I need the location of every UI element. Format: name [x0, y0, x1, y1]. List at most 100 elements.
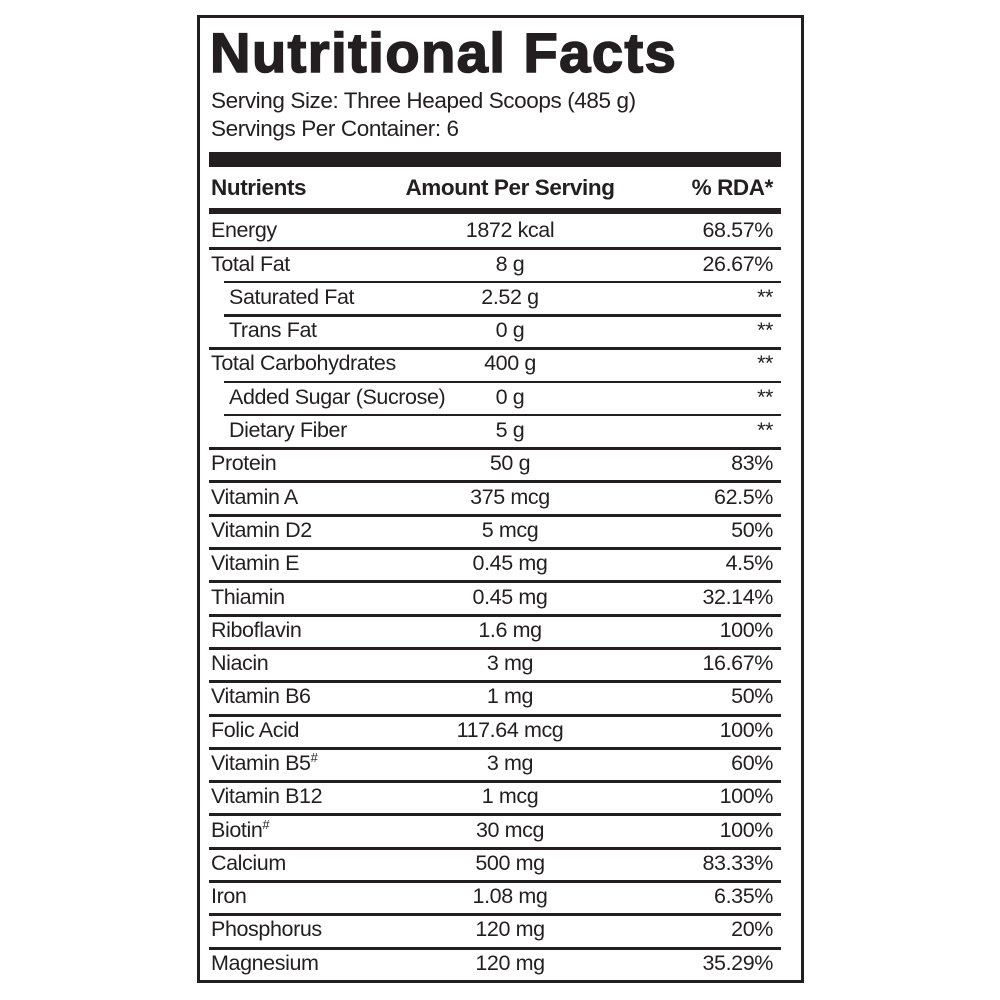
thick-divider-bar	[209, 152, 781, 168]
nutrient-rda: 100%	[719, 817, 774, 842]
nutrient-rda: **	[757, 351, 773, 376]
table-row: Folic Acid 117.64 mcg 100%	[209, 713, 781, 747]
nutrient-name: Vitamin B5#	[211, 749, 318, 775]
nutrient-amount: 3 mg	[486, 751, 534, 775]
table-row: Vitamin A 375 mcg 62.5%	[209, 480, 781, 513]
table-row: Vitamin E 0.45 mg 4.5%	[209, 547, 781, 580]
nutrient-amount: 120 mg	[475, 950, 545, 975]
nutrient-name: Vitamin E	[211, 551, 300, 576]
nutrient-rda: 68.57%	[702, 218, 773, 243]
nutrient-rda: 60%	[731, 751, 773, 775]
footnote-marker: #	[310, 749, 318, 765]
table-row: Vitamin D2 5 mcg 50%	[209, 513, 781, 547]
nutrient-rda: **	[757, 318, 773, 343]
table-row: Protein 50 g 83%	[209, 447, 781, 480]
nutrient-name: Added Sugar (Sucrose)	[229, 384, 446, 409]
table-row: Phosphorus 120 mg 20%	[209, 913, 781, 946]
nutrient-amount: 5 g	[495, 418, 525, 443]
nutrient-name: Vitamin D2	[211, 517, 312, 542]
nutrient-amount: 8 g	[495, 251, 525, 276]
nutrient-name: Trans Fat	[229, 318, 317, 343]
nutrient-amount: 0.45 mg	[472, 551, 548, 576]
row-divider	[224, 280, 781, 284]
nutrient-table: Energy 1872 kcal 68.57% Total Fat 8 g 26…	[209, 214, 781, 980]
nutrient-name: Folic Acid	[211, 717, 300, 742]
nutrient-rda: 50%	[731, 684, 773, 709]
nutrient-amount: 1 mg	[486, 684, 534, 709]
nutrient-amount: 500 mg	[475, 850, 545, 875]
table-row: Vitamin B6 1 mg 50%	[209, 680, 781, 713]
nutrient-name: Riboflavin	[211, 617, 302, 642]
table-row: Added Sugar (Sucrose) 0 g **	[209, 380, 781, 414]
nutrient-name: Biotin#	[211, 816, 270, 842]
nutrient-amount: 5 mcg	[481, 517, 539, 542]
serving-size-line: Serving Size: Three Heaped Scoops (485 g…	[211, 88, 636, 114]
row-divider	[209, 680, 781, 684]
nutrient-name: Saturated Fat	[229, 284, 355, 309]
nutrient-name: Total Fat	[211, 251, 290, 276]
servings-per-container-line: Servings Per Container: 6	[211, 115, 459, 141]
nutrition-facts-label: Nutritional Facts Serving Size: Three He…	[197, 15, 804, 983]
nutrient-name: Thiamin	[211, 584, 285, 609]
table-row: Biotin# 30 mcg 100%	[209, 813, 781, 846]
table-row: Thiamin 0.45 mg 32.14%	[209, 580, 781, 613]
nutrient-name: Total Carbohydrates	[211, 351, 396, 376]
nutrient-name: Vitamin B6	[211, 684, 311, 709]
table-row: Energy 1872 kcal 68.57%	[209, 214, 781, 247]
table-row: Vitamin B5# 3 mg 60%	[209, 746, 781, 780]
nutrient-name: Phosphorus	[211, 917, 322, 942]
row-divider	[224, 314, 781, 317]
nutrient-amount: 400 g	[484, 351, 536, 376]
nutrient-amount: 117.64 mcg	[456, 717, 564, 742]
nutrient-rda: 50%	[731, 517, 773, 542]
nutrient-rda: 4.5%	[725, 551, 774, 576]
table-row: Trans Fat 0 g **	[209, 314, 781, 347]
row-divider	[209, 513, 781, 517]
table-row: Dietary Fiber 5 g **	[209, 413, 781, 447]
row-divider	[224, 380, 781, 384]
table-row: Magnesium 120 mg 35.29%	[209, 946, 781, 980]
nutrient-rda: **	[757, 384, 773, 409]
nutrient-rda: 32.14%	[702, 584, 773, 609]
nutrient-amount: 0 g	[495, 318, 525, 343]
row-divider	[209, 447, 781, 451]
nutrient-rda: 83.33%	[702, 850, 773, 875]
column-header-rda: % RDA*	[691, 175, 774, 201]
table-row: Total Carbohydrates 400 g **	[209, 347, 781, 380]
nutrient-rda: 100%	[719, 784, 774, 809]
nutrient-amount: 1.6 mg	[478, 617, 542, 642]
nutrient-amount: 3 mg	[486, 651, 534, 676]
row-divider	[209, 613, 781, 617]
column-header-amount-per-serving: Amount Per Serving	[405, 175, 615, 201]
nutrient-amount: 0.45 mg	[472, 584, 548, 609]
nutrient-name: Protein	[211, 451, 277, 476]
nutrient-rda: 100%	[719, 717, 774, 742]
nutrient-rda: 20%	[731, 917, 773, 942]
nutrient-rda: 26.67%	[702, 251, 773, 276]
nutrient-name: Niacin	[211, 651, 269, 676]
nutrient-amount: 2.52 g	[481, 284, 539, 309]
nutrient-amount: 1 mcg	[481, 784, 539, 809]
row-divider	[209, 580, 781, 584]
row-divider	[209, 547, 781, 551]
nutrient-amount: 120 mg	[475, 917, 545, 942]
nutrient-name: Vitamin A	[211, 484, 298, 509]
row-divider	[209, 813, 781, 817]
nutrient-amount: 50 g	[489, 451, 531, 476]
footnote-marker: #	[262, 816, 270, 832]
row-divider	[209, 347, 781, 351]
nutrient-amount: 1872 kcal	[465, 218, 555, 243]
row-divider	[224, 413, 781, 417]
table-row: Iron 1.08 mg 6.35%	[209, 880, 781, 913]
row-divider	[209, 746, 781, 750]
row-divider	[209, 247, 781, 251]
table-row: Riboflavin 1.6 mg 100%	[209, 613, 781, 647]
table-row: Total Fat 8 g 26.67%	[209, 247, 781, 280]
nutrient-rda: 35.29%	[702, 950, 773, 975]
header-underline-bar	[209, 208, 781, 215]
table-row: Calcium 500 mg 83.33%	[209, 846, 781, 880]
column-header-nutrients: Nutrients	[211, 175, 307, 201]
nutrient-rda: 16.67%	[702, 651, 773, 676]
label-title: Nutritional Facts	[209, 21, 678, 84]
nutrient-amount: 375 mcg	[470, 484, 550, 509]
